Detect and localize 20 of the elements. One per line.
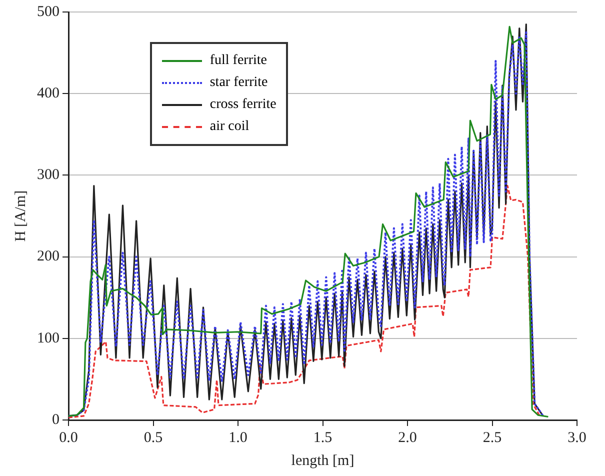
line-series — [68, 185, 541, 418]
y-tick-label: 100 — [37, 330, 60, 346]
x-tick-label: 2.5 — [482, 430, 502, 446]
x-tick-label: 0.0 — [59, 430, 78, 446]
y-tick-label: 400 — [37, 86, 60, 102]
x-tick-label: 3.0 — [568, 430, 586, 446]
legend-label: full ferrite — [210, 53, 267, 69]
y-tick-label: 300 — [37, 167, 60, 184]
x-tick-label: 0.5 — [144, 430, 163, 446]
legend-label: cross ferrite — [210, 97, 276, 113]
y-tick-label: 500 — [37, 4, 60, 20]
legend-label: air coil — [210, 119, 250, 135]
x-tick-label: 2.0 — [398, 430, 417, 446]
y-tick-label: 200 — [37, 248, 60, 265]
x-tick-label: 1.0 — [228, 430, 248, 446]
y-tick-label: 0 — [52, 412, 60, 428]
x-axis-title: length [m] — [291, 452, 354, 469]
legend-label: star ferrite — [210, 75, 268, 91]
x-tick-label: 1.5 — [313, 430, 332, 446]
y-axis-title: H [A/m] — [12, 190, 29, 242]
